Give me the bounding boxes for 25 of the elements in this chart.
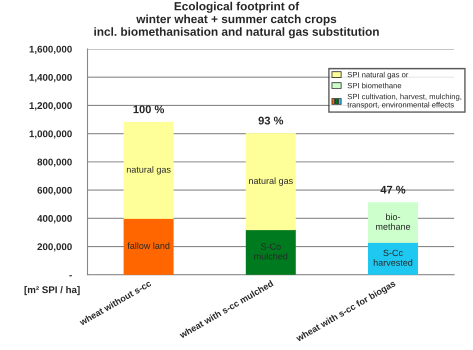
y-tick-label: 1,400,000 — [30, 74, 72, 82]
bar — [124, 218, 174, 275]
y-axis-title: [m² SPI / ha] — [24, 286, 80, 296]
annotation: 93 % — [258, 116, 284, 125]
y-tick-label: 400,000 — [37, 215, 72, 224]
annotation: 47 % — [380, 186, 406, 194]
data-label: natural gas — [249, 177, 293, 186]
data-label: S-Co mulched — [254, 243, 288, 260]
data-label: S-Cc harvested — [374, 250, 412, 266]
annotation: 100 % — [134, 105, 164, 114]
data-label: bio- methane — [376, 213, 410, 230]
y-tick-label: 600,000 — [37, 186, 72, 196]
y-tick-label: - — [69, 275, 72, 276]
bar — [246, 133, 296, 230]
y-tick-label: 200,000 — [37, 243, 72, 252]
y-tick-label: 1,600,000 — [30, 46, 72, 54]
y-tick-label: 800,000 — [37, 158, 72, 167]
bar — [246, 229, 296, 275]
data-label: fallow land — [127, 242, 170, 249]
y-tick-label: 1,200,000 — [30, 102, 72, 110]
bar — [368, 202, 418, 243]
bar — [124, 122, 174, 219]
y-tick-label: 1,000,000 — [30, 130, 72, 139]
chart-title: Ecological footprint of winter wheat + summer catch crops incl. biomethanisation and natural gas substitution — [94, 2, 379, 38]
data-label: natural gas — [126, 166, 171, 175]
